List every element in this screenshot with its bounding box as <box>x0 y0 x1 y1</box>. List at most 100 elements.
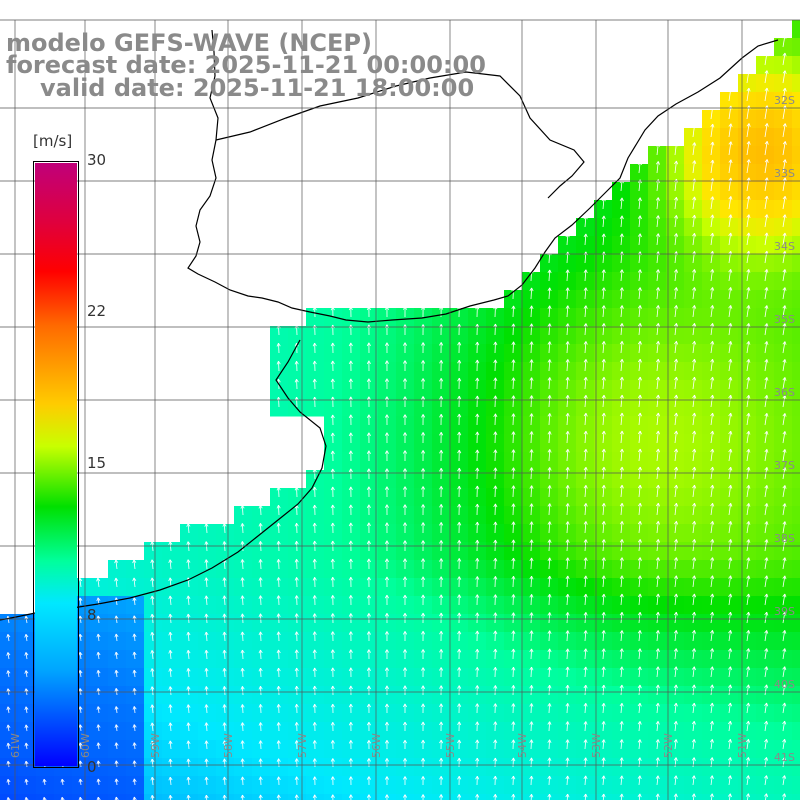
wind-arrow-head <box>784 702 787 707</box>
wind-cell <box>720 272 739 291</box>
wind-cell <box>720 506 739 525</box>
wind-arrow-head <box>276 523 279 527</box>
wind-cell <box>558 506 577 525</box>
wind-cell <box>648 146 667 165</box>
wind-arrow <box>620 503 623 516</box>
wind-arrow-head <box>404 594 408 599</box>
wind-arrow-head <box>242 758 245 762</box>
wind-arrow-head <box>404 450 408 454</box>
wind-cell <box>648 218 667 237</box>
wind-cell <box>558 416 577 435</box>
wind-cell <box>216 578 235 597</box>
wind-cell <box>558 380 577 399</box>
wind-arrow-head <box>458 522 462 526</box>
wind-arrow <box>223 523 226 534</box>
wind-arrow-head <box>547 269 551 274</box>
wind-arrow-head <box>748 359 751 363</box>
wind-arrow-head <box>384 432 388 436</box>
wind-arrow-head <box>330 468 334 473</box>
wind-arrow-head <box>728 88 732 92</box>
wind-arrow-head <box>567 377 570 381</box>
wind-arrow-head <box>710 394 713 399</box>
wind-arrow-head <box>710 593 713 597</box>
wind-arrow-head <box>637 757 641 761</box>
wind-arrow-head <box>278 649 281 654</box>
wind-arrow-head <box>96 760 99 765</box>
wind-cell <box>594 308 613 327</box>
wind-arrow-head <box>314 486 317 491</box>
wind-arrow-head <box>258 758 261 763</box>
wind-cell <box>576 272 595 291</box>
wind-arrow <box>25 724 28 732</box>
wind-cell <box>342 686 361 705</box>
wind-arrow <box>782 593 786 606</box>
wind-arrow-head <box>6 652 9 656</box>
wind-arrow-head <box>475 413 478 418</box>
wind-cell <box>414 596 433 615</box>
wind-cell <box>648 200 667 219</box>
wind-cell <box>558 488 577 507</box>
wind-arrow-head <box>513 359 516 364</box>
wind-arrow-head <box>457 359 460 364</box>
wind-arrow-head <box>169 722 173 726</box>
wind-arrow-head <box>439 540 442 544</box>
wind-cell <box>756 578 775 597</box>
wind-arrow-head <box>730 377 733 381</box>
wind-arrow-head <box>712 214 715 219</box>
wind-arrow-head <box>458 776 462 780</box>
wind-cell <box>324 596 343 615</box>
wind-arrow-head <box>422 667 426 671</box>
wind-arrow-head <box>712 412 715 417</box>
wind-arrow-head <box>730 88 733 92</box>
wind-arrow <box>620 448 623 462</box>
wind-arrow <box>764 141 768 156</box>
wind-arrow <box>656 703 659 714</box>
wind-arrow <box>223 795 226 800</box>
wind-arrow-head <box>583 412 587 417</box>
wind-arrow <box>512 576 514 588</box>
wind-arrow-head <box>549 594 552 598</box>
wind-arrow <box>710 323 713 336</box>
wind-arrow-head <box>348 649 352 653</box>
wind-cell <box>738 110 757 129</box>
wind-cell <box>90 614 109 633</box>
wind-cell <box>234 506 253 525</box>
wind-arrow-head <box>187 668 191 672</box>
wind-arrow-head <box>366 558 370 563</box>
wind-arrow-head <box>583 539 587 543</box>
wind-arrow-head <box>784 52 787 57</box>
wind-arrow-head <box>78 778 81 783</box>
wind-cell <box>594 704 613 723</box>
wind-arrow-head <box>206 794 209 799</box>
wind-arrow-head <box>619 721 623 725</box>
wind-arrow-head <box>637 793 641 798</box>
wind-arrow-head <box>529 413 532 417</box>
wind-arrow-head <box>511 449 514 453</box>
wind-arrow-head <box>782 431 786 435</box>
wind-arrow-head <box>694 323 697 327</box>
wind-cell <box>306 650 325 669</box>
wind-arrow-head <box>710 648 713 652</box>
wind-cell <box>18 740 37 759</box>
wind-arrow-head <box>96 597 99 602</box>
wind-arrow <box>223 704 226 714</box>
wind-cell <box>666 488 685 507</box>
wind-cell <box>756 434 775 453</box>
wind-arrow <box>584 666 587 678</box>
wind-arrow-head <box>782 793 785 797</box>
wind-arrow-head <box>296 722 299 726</box>
wind-arrow <box>97 615 100 624</box>
wind-arrow <box>530 539 533 552</box>
wind-cell <box>702 200 721 219</box>
longitude-label: 60W <box>79 733 92 758</box>
wind-arrow <box>782 575 786 588</box>
wind-cell <box>144 776 163 795</box>
wind-arrow <box>205 577 208 588</box>
wind-arrow <box>7 670 10 678</box>
wind-arrow-head <box>583 721 587 725</box>
wind-arrow <box>656 521 659 534</box>
wind-cell <box>252 650 271 669</box>
wind-arrow <box>602 341 605 354</box>
wind-arrow-head <box>728 630 731 634</box>
wind-arrow <box>260 740 262 750</box>
